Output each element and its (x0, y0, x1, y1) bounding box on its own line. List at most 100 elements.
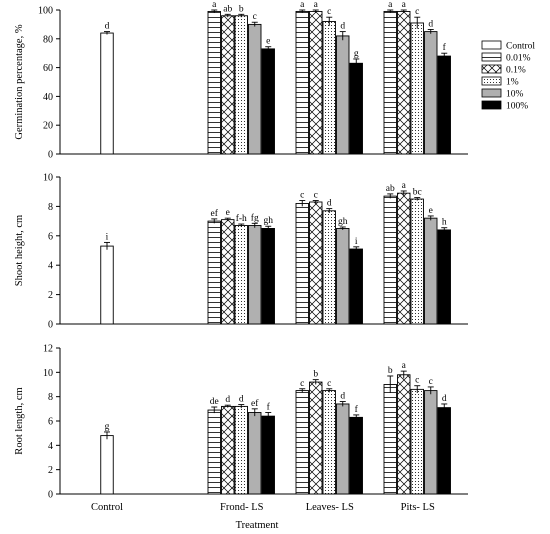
series-5-significance-label: e (266, 37, 270, 47)
series-4-significance-label: d (340, 392, 345, 402)
control-significance-label: g (105, 422, 110, 432)
x-category-label: Pits- LS (401, 502, 435, 513)
series-3-bar (410, 388, 424, 495)
legend-label: 0.01% (506, 54, 531, 64)
y-tick-label: 0 (48, 490, 53, 501)
series-2-bar (221, 15, 235, 155)
legend-swatch (481, 64, 502, 74)
y-tick-label: 40 (43, 92, 53, 103)
series-4-bar (424, 31, 438, 155)
series-4-significance-label: d (428, 19, 433, 29)
series-1-bar (383, 195, 397, 325)
series-2-significance-label: a (402, 181, 407, 191)
series-5-significance-label: d (442, 394, 447, 404)
control-bar (100, 435, 114, 495)
series-4-significance-label: d (340, 22, 345, 32)
series-5-significance-label: f (267, 401, 271, 412)
series-4-bar (248, 225, 262, 325)
series-4-significance-label: e (429, 206, 433, 216)
series-5-significance-label: gh (264, 216, 274, 226)
series-5-bar (261, 48, 275, 155)
series-3-bar (322, 21, 336, 155)
series-1-significance-label: ab (386, 184, 395, 194)
legend-label: 100% (506, 102, 528, 112)
group-frond-ls: ef e f-h fg gh (207, 208, 275, 325)
y-tick-label: 20 (43, 121, 53, 132)
series-2-bar (397, 374, 411, 495)
series-5-bar (349, 248, 363, 325)
series-1-significance-label: a (388, 0, 393, 10)
series-1-bar (207, 220, 221, 325)
series-2-significance-label: b (313, 370, 318, 380)
series-4-significance-label: ef (251, 398, 259, 409)
y-axis-title: Root length, cm (14, 387, 25, 454)
series-1-bar (207, 10, 221, 155)
y-tick-label: 12 (43, 344, 53, 355)
legend-swatch (481, 100, 502, 110)
series-1-bar (295, 390, 309, 495)
y-tick-label: 0 (48, 320, 53, 331)
series-1-significance-label: b (388, 366, 393, 376)
series-1-significance-label: a (300, 0, 305, 10)
x-axis-categories: Control Frond- LS Leaves- LS Pits- LS (91, 502, 435, 513)
legend-swatch (481, 76, 502, 86)
series-5-significance-label: h (442, 218, 447, 228)
legend-label: Control (506, 42, 535, 52)
legend-swatch (481, 52, 502, 62)
control-bar (100, 32, 114, 155)
y-tick-label: 2 (48, 465, 53, 476)
series-4-bar (424, 390, 438, 495)
series-3-bar (322, 390, 336, 495)
legend: Control 0.01% 0.1% 1% 10% 100% (481, 40, 535, 112)
series-5-bar (437, 55, 451, 155)
series-4-bar (424, 217, 438, 325)
series-5-bar (349, 416, 363, 495)
group-frond-ls: de d d ef f (207, 395, 275, 495)
series-5-significance-label: f (355, 404, 359, 415)
y-tick-label: 80 (43, 34, 53, 45)
series-1-significance-label: c (300, 191, 304, 201)
series-1-bar (383, 384, 397, 495)
group-pits-ls: b ac cd (383, 361, 451, 495)
series-1-significance-label: a (212, 0, 217, 10)
series-2-significance-label: a (314, 0, 319, 10)
series-4-bar (336, 227, 350, 325)
y-axis-title: Shoot height, cm (14, 215, 25, 286)
legend-label: 0.1% (506, 66, 526, 76)
y-tick-label: 0 (48, 150, 53, 161)
series-4-bar (336, 403, 350, 495)
series-4-significance-label: c (253, 12, 257, 22)
series-1-bar (295, 203, 309, 325)
series-2-significance-label: d (225, 395, 230, 405)
y-tick-label: 60 (43, 63, 53, 74)
series-2-bar (221, 219, 235, 325)
series-5-bar (437, 407, 451, 495)
series-4-bar (336, 35, 350, 155)
y-tick-label: 4 (48, 441, 53, 452)
series-2-bar (397, 10, 411, 155)
series-3-bar (410, 22, 424, 155)
series-1-significance-label: ef (211, 208, 219, 219)
legend-label: 10% (506, 90, 524, 100)
control-significance-label: d (105, 22, 110, 32)
series-1-bar (207, 409, 221, 495)
series-2-significance-label: a (402, 0, 407, 10)
series-1-bar (295, 10, 309, 155)
series-1-bar (383, 10, 397, 155)
x-axis-title: Treatment (236, 520, 279, 531)
y-tick-label: 6 (48, 231, 53, 242)
series-3-bar (410, 198, 424, 325)
y-tick-label: 8 (48, 202, 53, 213)
series-3-significance-label: bc (413, 188, 422, 198)
series-4-bar (248, 23, 262, 155)
